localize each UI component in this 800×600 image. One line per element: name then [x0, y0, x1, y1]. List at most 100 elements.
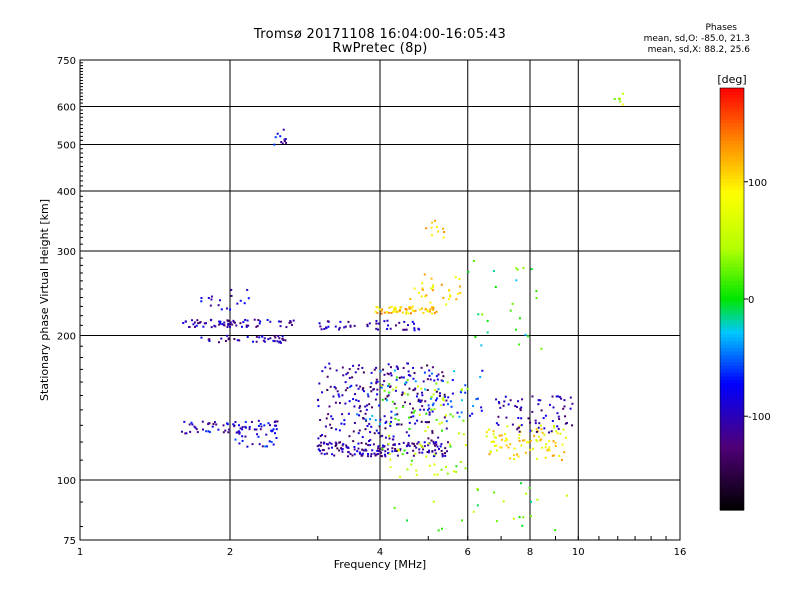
echo-point	[352, 364, 355, 367]
echo-point	[374, 454, 377, 457]
echo-point	[239, 322, 242, 325]
echo-point	[392, 388, 395, 391]
echo-point	[497, 415, 500, 418]
echo-point	[219, 299, 222, 302]
echo-point	[354, 393, 357, 396]
colorbar-segment	[720, 443, 744, 448]
colorbar-segment	[720, 189, 744, 195]
colorbar-segment	[720, 411, 744, 416]
echo-point	[247, 324, 250, 327]
colorbar-segment	[720, 341, 744, 346]
echo-point	[191, 423, 194, 426]
echo-point	[403, 328, 406, 331]
echo-point	[402, 392, 405, 395]
echo-point	[569, 396, 572, 399]
echo-point	[502, 404, 505, 407]
echo-point	[449, 295, 452, 298]
echo-point	[335, 428, 338, 431]
echo-point	[427, 421, 430, 424]
echo-point	[558, 418, 561, 421]
colorbar-segment	[720, 274, 744, 279]
echo-point	[352, 398, 355, 401]
echo-point	[394, 324, 397, 327]
echo-point	[239, 299, 242, 302]
echo-point	[235, 431, 238, 434]
echo-point	[464, 391, 467, 394]
echo-point	[492, 269, 495, 272]
echo-point	[383, 389, 386, 392]
y-axis-label: Stationary phase Virtual Height [km]	[38, 199, 51, 401]
colorbar-segment	[720, 267, 744, 272]
echo-point	[317, 437, 320, 440]
echo-point	[435, 443, 438, 446]
echo-point	[378, 308, 381, 311]
echo-point	[386, 327, 389, 330]
echo-point	[418, 448, 421, 451]
echo-point	[405, 328, 408, 331]
echo-point	[414, 309, 417, 312]
echo-point	[213, 421, 216, 424]
echo-point	[377, 445, 380, 448]
colorbar-segment	[720, 446, 744, 451]
echo-point	[431, 430, 434, 433]
echo-point	[202, 325, 205, 328]
echo-point	[232, 423, 235, 426]
echo-point	[233, 338, 236, 341]
echo-point	[409, 402, 412, 405]
echo-point	[326, 375, 329, 378]
colorbar-segment	[720, 502, 744, 508]
echo-point	[446, 450, 449, 453]
echo-point	[420, 399, 423, 402]
echo-point	[413, 327, 416, 330]
echo-point	[431, 366, 434, 369]
echo-point	[536, 498, 539, 501]
echo-point	[517, 400, 520, 403]
echo-point	[422, 408, 425, 411]
colorbar-segment	[720, 263, 744, 268]
echo-point	[431, 431, 434, 434]
echo-point	[379, 370, 382, 373]
x-tick-label: 10	[572, 547, 585, 558]
colorbar-segment	[720, 186, 744, 191]
echo-point	[244, 435, 247, 438]
echo-point	[246, 288, 249, 291]
echo-point	[459, 461, 462, 464]
echo-point	[419, 443, 422, 446]
echo-point	[320, 328, 323, 331]
echo-point	[328, 441, 331, 444]
x-tick-label: 4	[377, 547, 383, 558]
echo-point	[364, 448, 367, 451]
echo-point	[520, 424, 523, 427]
echo-point	[390, 410, 393, 413]
echo-point	[440, 468, 443, 471]
echo-point	[383, 311, 386, 314]
echo-point	[445, 303, 448, 306]
echo-point	[348, 435, 351, 438]
colorbar-segment	[720, 355, 744, 360]
echo-point	[410, 306, 413, 309]
echo-point	[200, 297, 203, 300]
echo-point	[358, 406, 361, 409]
echo-point	[440, 443, 443, 446]
colorbar-segment	[720, 253, 744, 258]
echo-point	[556, 432, 559, 435]
colorbar-segment	[720, 119, 744, 124]
echo-point	[348, 400, 351, 403]
echo-point	[445, 427, 448, 430]
echo-point	[353, 453, 356, 456]
echo-point	[562, 428, 565, 431]
colorbar-segment	[720, 327, 744, 332]
echo-point	[353, 445, 356, 448]
echo-point	[377, 322, 380, 325]
colorbar-segment	[720, 182, 744, 188]
echo-point	[552, 440, 555, 443]
echo-point	[252, 340, 255, 343]
echo-point	[263, 337, 266, 340]
echo-point	[437, 230, 440, 233]
echo-point	[272, 428, 275, 431]
echo-point	[389, 372, 392, 375]
echo-point	[365, 419, 368, 422]
echo-point	[540, 409, 543, 412]
echo-point	[316, 399, 319, 402]
echo-point	[420, 295, 423, 298]
